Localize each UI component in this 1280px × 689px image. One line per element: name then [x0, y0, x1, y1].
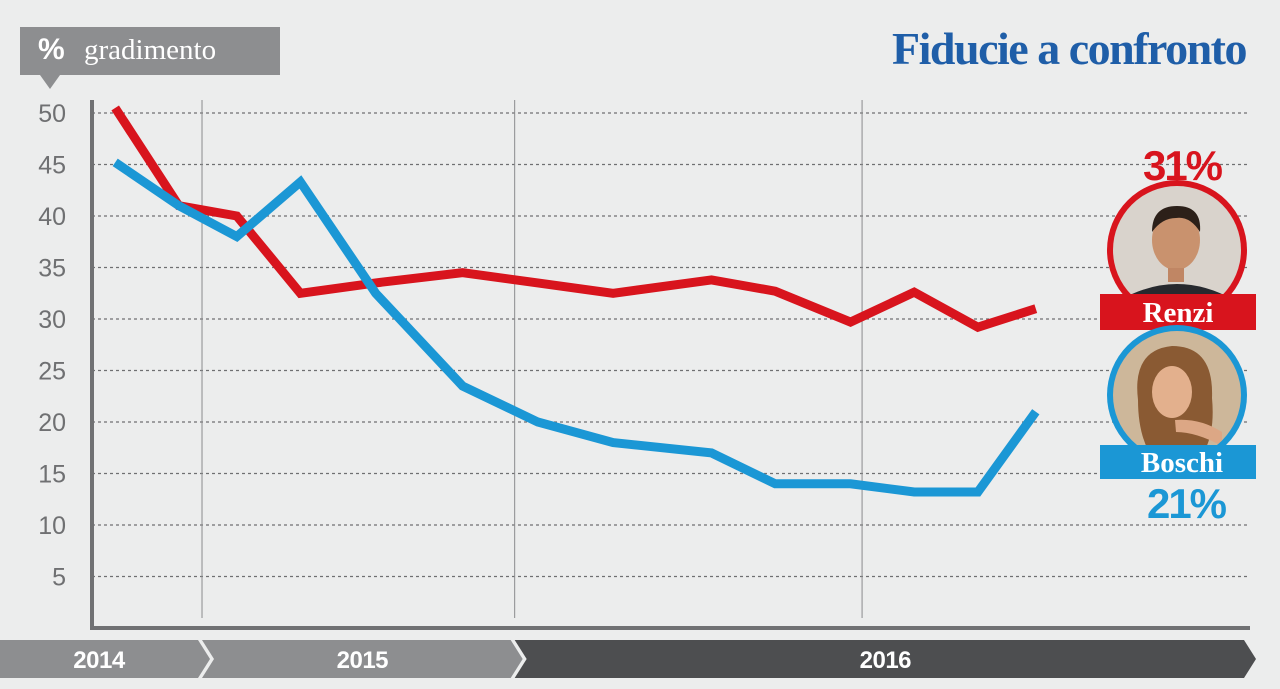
y-tick-label-25: 25	[38, 358, 66, 386]
y-tick-label-45: 45	[38, 152, 66, 180]
y-tick-label-20: 20	[38, 409, 66, 437]
year-band-2014	[0, 640, 211, 678]
y-tick-label-5: 5	[52, 564, 66, 592]
y-tick-label-30: 30	[38, 306, 66, 334]
unit-label: gradimento	[84, 34, 217, 66]
y-tick-label-40: 40	[38, 203, 66, 231]
renzi-name: Renzi	[1143, 297, 1214, 329]
renzi-value-label: 31%	[1143, 142, 1223, 189]
y-tick-label-50: 50	[38, 100, 66, 128]
unit-label-box: % gradimento	[20, 27, 280, 75]
y-tick-label-10: 10	[38, 512, 66, 540]
year-label-2016: 2016	[860, 647, 912, 674]
boschi-marker: Boschi 21%	[1100, 325, 1256, 527]
unit-label-pointer	[40, 75, 60, 89]
y-tick-label-15: 15	[38, 461, 66, 489]
chart-title: Fiducie a confronto	[892, 23, 1247, 74]
unit-symbol: %	[38, 33, 65, 66]
y-tick-label-35: 35	[38, 255, 66, 283]
boschi-value-label: 21%	[1147, 480, 1227, 527]
year-band-2016	[514, 640, 1256, 678]
series-line-boschi	[112, 158, 1040, 497]
boschi-label-box	[1100, 445, 1256, 479]
year-label-2015: 2015	[337, 647, 389, 674]
renzi-marker: Renzi 31%	[1100, 142, 1256, 330]
year-label-2014: 2014	[73, 647, 126, 674]
boschi-portrait	[1113, 331, 1241, 459]
renzi-label-box	[1100, 294, 1256, 330]
boschi-name: Boschi	[1141, 447, 1223, 479]
year-band-2015	[202, 640, 523, 678]
